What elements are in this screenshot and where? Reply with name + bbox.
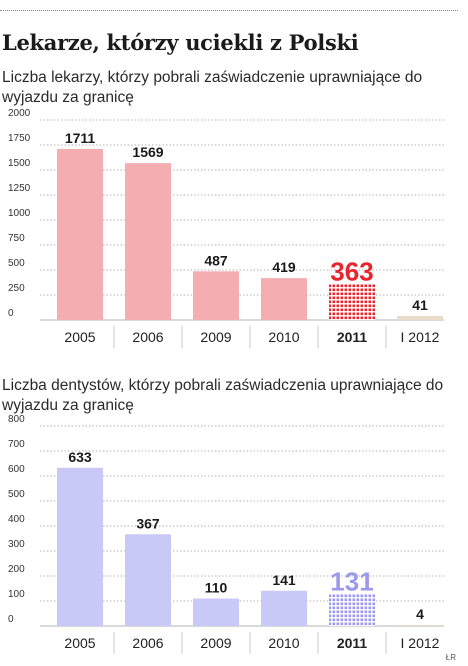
dentists-bar-2005 (57, 467, 103, 626)
doctors-value-label: 1569 (132, 144, 163, 160)
dentists-category-label: 2011 (337, 635, 368, 651)
doctors-category-label: I 2012 (401, 329, 440, 345)
dentists-category-label: 2010 (268, 635, 299, 651)
dentists-y-tick-label: 800 (8, 414, 25, 425)
doctors-bar-i-2012 (397, 315, 443, 320)
dentists-y-tick-label: 300 (8, 539, 25, 550)
dentists-y-tick-label: 0 (8, 614, 14, 625)
doctors-value-label: 41 (412, 297, 428, 313)
doctors-bar-2011 (329, 283, 375, 320)
dentists-chart-subtitle: Liczba dentystów, którzy pobrali zaświad… (2, 377, 444, 414)
dentists-bar-2006 (125, 534, 171, 626)
doctors-bar-2006 (125, 163, 171, 320)
doctors-category-label: 2011 (337, 329, 368, 345)
dentists-category-label: 2006 (132, 635, 163, 651)
dentists-y-tick-label: 200 (8, 564, 25, 575)
page-title: Lekarze, którzy uciekli z Polski (2, 30, 359, 55)
doctors-value-label: 1711 (65, 130, 96, 146)
author-credit: ŁR (445, 653, 456, 662)
doctors-value-label: 487 (204, 252, 228, 268)
doctors-bar-2010 (261, 278, 307, 320)
dentists-value-label: 633 (68, 449, 92, 465)
doctors-chart-subtitle: Liczba lekarzy, którzy pobrali zaświadcz… (2, 69, 423, 106)
dentists-y-tick-label: 100 (8, 589, 25, 600)
dentists-y-tick-label: 700 (8, 439, 25, 450)
doctors-category-label: 2005 (64, 329, 95, 345)
doctors-y-tick-label: 1250 (8, 183, 31, 194)
doctors-y-tick-label: 500 (8, 258, 25, 269)
dentists-y-tick-label: 500 (8, 489, 25, 500)
doctors-category-label: 2010 (268, 329, 299, 345)
doctors-y-tick-label: 0 (8, 308, 14, 319)
doctors-bar-chart: 0 250 500 750 1000 1250 1500 1750 2000 1711 2005 15… (8, 108, 444, 348)
dentists-y-tick-label: 600 (8, 464, 25, 475)
top-rule (0, 10, 458, 11)
doctors-y-tick-label: 1000 (8, 208, 31, 219)
doctors-y-tick-label: 250 (8, 283, 25, 294)
dentists-bar-2010 (261, 590, 307, 626)
dentists-value-label: 110 (205, 580, 228, 596)
dentists-value-label: 131 (330, 566, 373, 596)
dentists-bar-i-2012 (397, 625, 443, 626)
dentists-value-label: 4 (416, 606, 424, 622)
dentists-category-label: I 2012 (401, 635, 440, 651)
dentists-bar-chart: 0 100 200 300 400 500 600 700 800 633 2005 367 2006 1… (8, 414, 444, 654)
doctors-y-tick-label: 750 (8, 233, 25, 244)
doctors-bar-2009 (193, 271, 239, 320)
dentists-y-tick-label: 400 (8, 514, 25, 525)
dentists-value-label: 367 (136, 515, 160, 531)
doctors-y-tick-label: 1500 (8, 158, 31, 169)
dentists-category-label: 2009 (200, 635, 231, 651)
doctors-value-label: 419 (272, 259, 296, 275)
doctors-value-label: 363 (330, 257, 373, 287)
doctors-bar-2005 (57, 148, 103, 320)
doctors-category-label: 2009 (200, 329, 231, 345)
dentists-bar-2011 (329, 593, 375, 626)
doctors-category-label: 2006 (132, 329, 163, 345)
doctors-y-tick-label: 2000 (8, 108, 31, 119)
dentists-value-label: 141 (272, 572, 296, 588)
dentists-bar-2009 (193, 598, 239, 626)
dentists-category-label: 2005 (64, 635, 95, 651)
doctors-y-tick-label: 1750 (8, 133, 31, 144)
